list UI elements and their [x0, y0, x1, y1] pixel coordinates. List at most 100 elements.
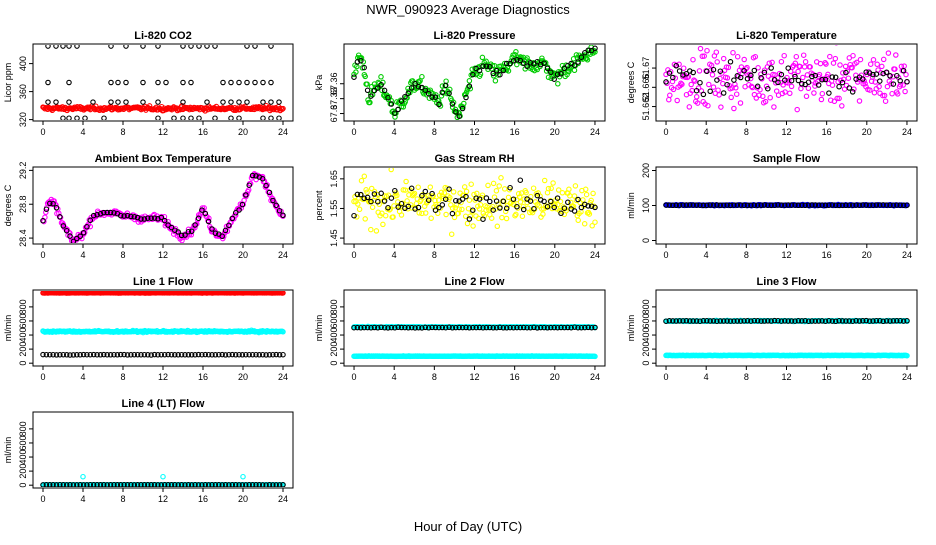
data-point — [575, 324, 581, 331]
data-point — [371, 188, 378, 195]
data-point — [151, 351, 158, 358]
data-point — [691, 77, 697, 83]
data-point — [663, 202, 669, 208]
data-point — [356, 206, 363, 213]
data-point — [827, 53, 833, 60]
data-point — [856, 202, 863, 208]
data-point — [178, 232, 185, 239]
data-point — [128, 213, 134, 220]
data-point — [887, 73, 893, 79]
data-point — [432, 94, 439, 100]
data-point — [351, 198, 357, 205]
data-point — [799, 80, 805, 87]
data-point — [541, 60, 547, 67]
data-point — [404, 198, 410, 204]
panel-title: Line 3 Flow — [757, 276, 817, 288]
data-point — [725, 64, 732, 71]
data-point — [880, 202, 886, 208]
x-tick-label: 0 — [352, 250, 357, 260]
data-point — [839, 202, 846, 209]
data-point — [385, 204, 391, 211]
data-point — [395, 106, 401, 113]
data-point — [697, 79, 703, 86]
data-point — [884, 83, 891, 90]
data-point — [888, 81, 894, 87]
data-point — [805, 79, 812, 85]
data-point — [592, 45, 598, 52]
data-point — [212, 482, 219, 487]
data-point — [554, 71, 561, 78]
data-point — [897, 202, 903, 208]
data-point — [381, 198, 388, 204]
panel-3: Li-820 Temperature degrees C 0 4 8 12 16 20 24 51… — [626, 30, 918, 137]
data-point — [751, 202, 758, 208]
y-tick-label: 67.36 — [329, 72, 339, 95]
data-point — [249, 351, 256, 358]
data-point — [590, 190, 596, 197]
data-point — [463, 188, 470, 195]
data-point — [74, 482, 80, 487]
data-point — [693, 87, 700, 94]
data-point — [771, 317, 778, 324]
data-point — [80, 473, 86, 480]
data-point — [276, 482, 283, 487]
data-point — [80, 482, 87, 487]
data-point — [541, 177, 548, 184]
data-point — [734, 202, 741, 208]
data-point — [717, 318, 724, 324]
data-point — [690, 56, 696, 63]
x-tick-label: 8 — [744, 372, 749, 382]
x-tick-label: 20 — [862, 250, 872, 260]
data-point — [205, 482, 212, 487]
data-point — [419, 84, 425, 91]
data-point — [463, 324, 469, 331]
data-point — [131, 482, 138, 487]
data-point — [216, 351, 222, 358]
data-point — [836, 83, 842, 90]
data-point — [730, 49, 736, 56]
data-point — [368, 226, 374, 233]
data-point — [470, 324, 476, 331]
data-point — [720, 80, 726, 87]
data-point — [196, 115, 202, 120]
data-point — [461, 100, 467, 107]
data-point — [778, 318, 785, 324]
data-point — [674, 97, 680, 104]
x-tick-label: 8 — [432, 127, 437, 137]
data-point — [520, 324, 527, 331]
data-point — [863, 317, 869, 324]
data-point — [492, 78, 499, 84]
x-tick-label: 16 — [198, 250, 208, 260]
data-point — [453, 109, 459, 115]
data-point — [578, 204, 585, 211]
data-point — [793, 53, 800, 60]
data-point — [419, 192, 425, 199]
data-point — [531, 205, 537, 212]
data-point — [50, 351, 56, 358]
data-point — [57, 214, 64, 221]
y-tick-label: 1.65 — [329, 170, 339, 188]
data-point — [590, 39, 594, 43]
x-tick-label: 16 — [510, 372, 520, 382]
x-tick-label: 20 — [238, 372, 248, 382]
data-point — [53, 352, 60, 358]
data-point — [385, 325, 391, 331]
data-point — [771, 104, 777, 110]
panel-title: Li-820 Pressure — [434, 30, 516, 42]
data-point — [104, 209, 110, 216]
series-avg — [663, 59, 910, 98]
data-point — [276, 352, 283, 358]
data-point — [892, 66, 898, 72]
x-tick-label: 20 — [550, 250, 560, 260]
x-tick-label: 4 — [704, 372, 709, 382]
data-point — [541, 324, 547, 331]
data-points — [663, 201, 910, 209]
data-point — [829, 202, 836, 208]
data-point — [775, 202, 781, 208]
data-point — [158, 214, 165, 221]
data-point — [419, 325, 425, 331]
data-point — [836, 95, 842, 102]
data-point — [405, 90, 412, 97]
data-point — [866, 318, 873, 324]
